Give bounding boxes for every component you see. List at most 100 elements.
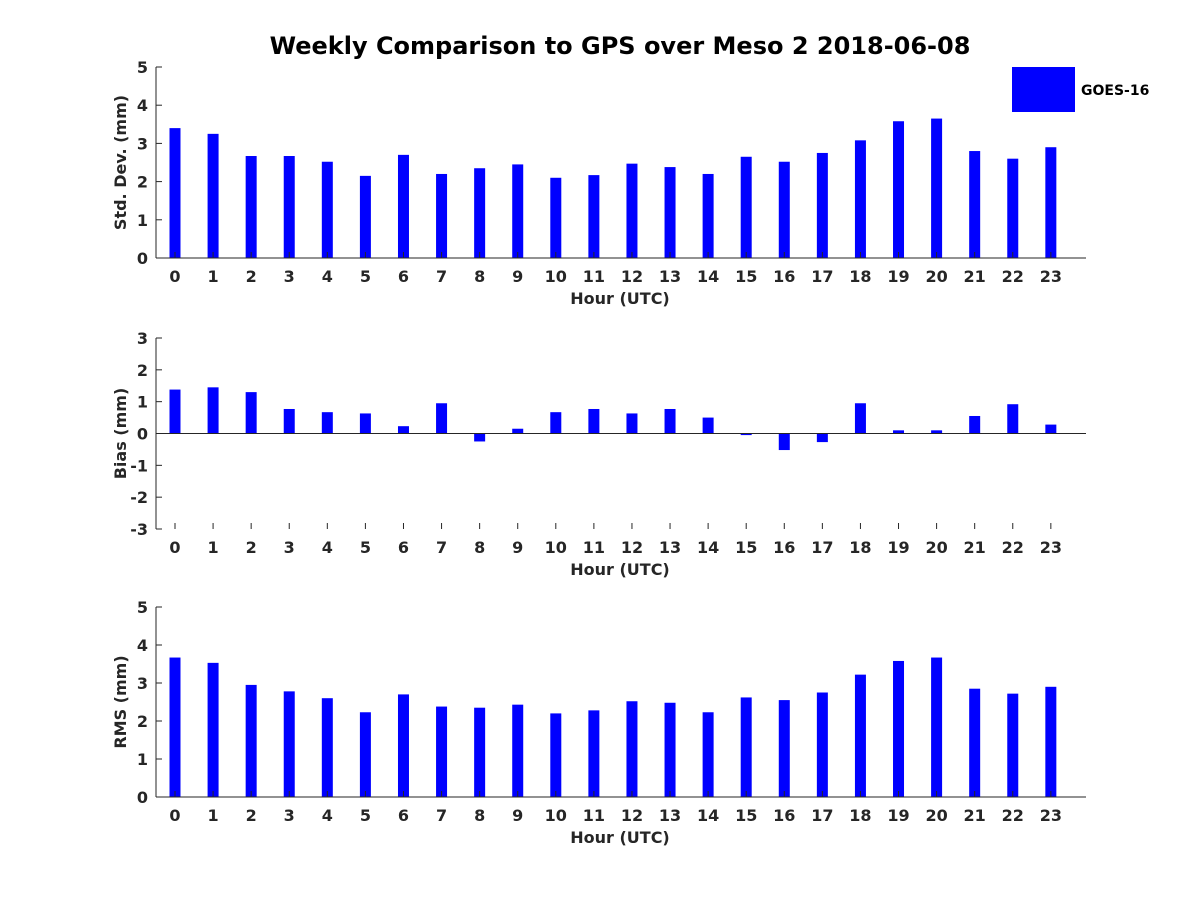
bar-rms-2 bbox=[245, 684, 257, 797]
x-tick-label: 4 bbox=[322, 538, 333, 557]
x-tick-label: 9 bbox=[512, 806, 523, 825]
x-tick-label: 21 bbox=[964, 538, 986, 557]
y-tick-label: 2 bbox=[137, 712, 148, 731]
y-tick-label: 1 bbox=[137, 211, 148, 230]
x-tick-label: 11 bbox=[583, 806, 605, 825]
x-tick-label: 13 bbox=[659, 538, 681, 557]
y-tick-label: 1 bbox=[137, 393, 148, 412]
x-tick-label: 3 bbox=[284, 538, 295, 557]
bar-rms-20 bbox=[931, 657, 943, 797]
y-tick-label: -3 bbox=[130, 520, 148, 539]
bar-bias-12 bbox=[626, 413, 638, 434]
bar-bias-6 bbox=[397, 426, 409, 434]
bar-std-dev-11 bbox=[588, 175, 600, 258]
x-tick-label: 10 bbox=[545, 538, 567, 557]
x-tick-label: 9 bbox=[512, 267, 523, 286]
bar-bias-18 bbox=[854, 403, 866, 434]
x-tick-label: 2 bbox=[246, 267, 257, 286]
bar-bias-19 bbox=[893, 430, 905, 434]
y-tick-label: 5 bbox=[137, 58, 148, 77]
bar-std-dev-14 bbox=[702, 173, 714, 258]
bar-bias-0 bbox=[169, 389, 181, 434]
bar-bias-17 bbox=[816, 433, 828, 443]
x-tick-label: 13 bbox=[659, 267, 681, 286]
x-tick-label: 23 bbox=[1040, 538, 1062, 557]
x-axis-label: Hour (UTC) bbox=[570, 560, 670, 579]
bar-bias-21 bbox=[969, 415, 981, 434]
y-tick-label: 3 bbox=[137, 674, 148, 693]
bar-bias-7 bbox=[436, 403, 448, 434]
bar-std-dev-21 bbox=[969, 151, 981, 258]
y-tick-label: 0 bbox=[137, 788, 148, 807]
x-tick-label: 5 bbox=[360, 806, 371, 825]
x-tick-label: 18 bbox=[849, 538, 871, 557]
y-axis-label: RMS (mm) bbox=[111, 655, 130, 748]
x-tick-label: 16 bbox=[773, 538, 795, 557]
bar-bias-10 bbox=[550, 412, 562, 434]
x-tick-label: 6 bbox=[398, 806, 409, 825]
x-tick-label: 23 bbox=[1040, 267, 1062, 286]
x-axis-label: Hour (UTC) bbox=[570, 289, 670, 308]
x-axis-label: Hour (UTC) bbox=[570, 828, 670, 847]
x-tick-label: 11 bbox=[583, 538, 605, 557]
bar-std-dev-22 bbox=[1007, 158, 1019, 258]
bar-bias-4 bbox=[321, 412, 333, 434]
x-tick-label: 5 bbox=[360, 267, 371, 286]
bar-rms-12 bbox=[626, 701, 638, 797]
x-tick-label: 0 bbox=[169, 806, 180, 825]
x-tick-label: 4 bbox=[322, 267, 333, 286]
y-tick-label: 4 bbox=[137, 636, 148, 655]
bar-std-dev-19 bbox=[893, 121, 905, 259]
x-tick-label: 5 bbox=[360, 538, 371, 557]
x-tick-label: 23 bbox=[1040, 806, 1062, 825]
bar-std-dev-17 bbox=[816, 152, 828, 258]
x-tick-label: 8 bbox=[474, 806, 485, 825]
y-tick-label: 4 bbox=[137, 96, 148, 115]
bar-rms-23 bbox=[1045, 686, 1057, 797]
bar-std-dev-16 bbox=[778, 161, 790, 258]
bar-rms-8 bbox=[474, 707, 486, 797]
x-tick-label: 19 bbox=[887, 806, 909, 825]
bar-std-dev-1 bbox=[207, 133, 219, 258]
bar-bias-11 bbox=[588, 408, 600, 434]
y-tick-label: 3 bbox=[137, 134, 148, 153]
x-tick-label: 0 bbox=[169, 538, 180, 557]
bar-std-dev-0 bbox=[169, 128, 181, 258]
y-tick-label: 3 bbox=[137, 329, 148, 348]
y-tick-label: 0 bbox=[137, 425, 148, 444]
x-tick-label: 16 bbox=[773, 267, 795, 286]
x-tick-label: 6 bbox=[398, 538, 409, 557]
x-tick-label: 10 bbox=[545, 267, 567, 286]
x-tick-label: 17 bbox=[811, 806, 833, 825]
x-tick-label: 20 bbox=[925, 538, 947, 557]
x-tick-label: 4 bbox=[322, 806, 333, 825]
bar-bias-22 bbox=[1007, 404, 1019, 434]
bar-bias-3 bbox=[283, 408, 295, 434]
bar-bias-8 bbox=[474, 433, 486, 442]
x-tick-label: 19 bbox=[887, 267, 909, 286]
x-tick-label: 17 bbox=[811, 267, 833, 286]
legend-label: GOES-16 bbox=[1081, 83, 1149, 99]
bar-rms-3 bbox=[283, 691, 295, 797]
x-tick-label: 16 bbox=[773, 806, 795, 825]
x-tick-label: 20 bbox=[925, 806, 947, 825]
y-tick-label: -1 bbox=[130, 456, 148, 475]
x-tick-label: 21 bbox=[964, 806, 986, 825]
y-tick-label: 5 bbox=[137, 598, 148, 617]
bar-bias-15 bbox=[740, 433, 752, 436]
bar-std-dev-13 bbox=[664, 167, 676, 258]
x-tick-label: 9 bbox=[512, 538, 523, 557]
x-tick-label: 7 bbox=[436, 538, 447, 557]
x-tick-label: 0 bbox=[169, 267, 180, 286]
y-tick-label: 1 bbox=[137, 750, 148, 769]
x-tick-label: 12 bbox=[621, 806, 643, 825]
bar-rms-21 bbox=[969, 688, 981, 797]
x-tick-label: 3 bbox=[284, 806, 295, 825]
bar-rms-17 bbox=[816, 692, 828, 797]
x-tick-label: 11 bbox=[583, 267, 605, 286]
x-tick-label: 15 bbox=[735, 538, 757, 557]
bar-bias-16 bbox=[778, 433, 790, 451]
y-axis-label: Std. Dev. (mm) bbox=[111, 95, 130, 230]
